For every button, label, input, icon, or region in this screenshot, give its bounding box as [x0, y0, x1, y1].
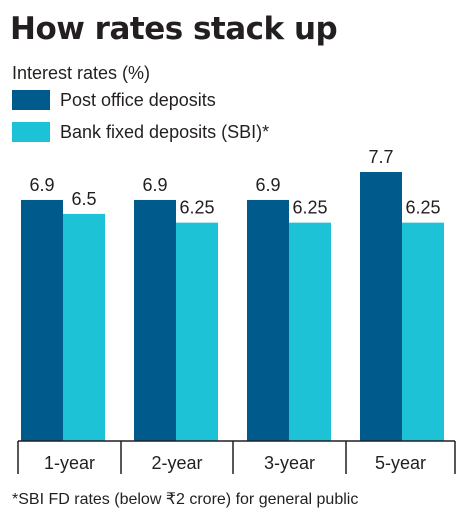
x-tick-label-1-year: 1-year: [44, 453, 95, 473]
data-label-bank-fixed-deposits-sbi-5-year: 6.25: [405, 198, 440, 218]
data-label-post-office-deposits-3-year: 6.9: [255, 175, 280, 195]
bar-bank-fixed-deposits-sbi-3-year: [289, 222, 331, 441]
x-tick-label-3-year: 3-year: [264, 453, 315, 473]
bar-post-office-deposits-2-year: [134, 199, 176, 441]
x-tick-label-2-year: 2-year: [151, 453, 202, 473]
bar-post-office-deposits-3-year: [247, 199, 289, 441]
legend-label-post-office: Post office deposits: [60, 89, 216, 110]
bar-bank-fixed-deposits-sbi-1-year: [63, 213, 105, 441]
data-label-post-office-deposits-2-year: 6.9: [142, 175, 167, 195]
bar-post-office-deposits-1-year: [21, 199, 63, 441]
data-label-post-office-deposits-5-year: 7.7: [368, 147, 393, 167]
data-label-bank-fixed-deposits-sbi-1-year: 6.5: [71, 189, 96, 209]
legend-label-bank-fd: Bank fixed deposits (SBI)*: [60, 121, 270, 142]
data-label-bank-fixed-deposits-sbi-3-year: 6.25: [292, 198, 327, 218]
bar-post-office-deposits-5-year: [360, 172, 402, 441]
x-tick-label-5-year: 5-year: [375, 453, 426, 473]
data-label-bank-fixed-deposits-sbi-2-year: 6.25: [179, 198, 214, 218]
data-label-post-office-deposits-1-year: 6.9: [29, 175, 54, 195]
legend-swatch-bank-fd: [12, 122, 50, 142]
legend-swatch-post-office: [12, 90, 50, 110]
chart-footnote: *SBI FD rates (below ₹2 crore) for gener…: [12, 491, 359, 508]
bar-bank-fixed-deposits-sbi-2-year: [176, 222, 218, 441]
legend-item-bank-fd: Bank fixed deposits (SBI)*: [12, 121, 269, 143]
legend-item-post-office: Post office deposits: [12, 89, 216, 111]
chart-subtitle: Interest rates (%): [12, 63, 151, 83]
bar-bank-fixed-deposits-sbi-5-year: [402, 222, 444, 441]
chart-title: How rates stack up: [10, 11, 338, 47]
